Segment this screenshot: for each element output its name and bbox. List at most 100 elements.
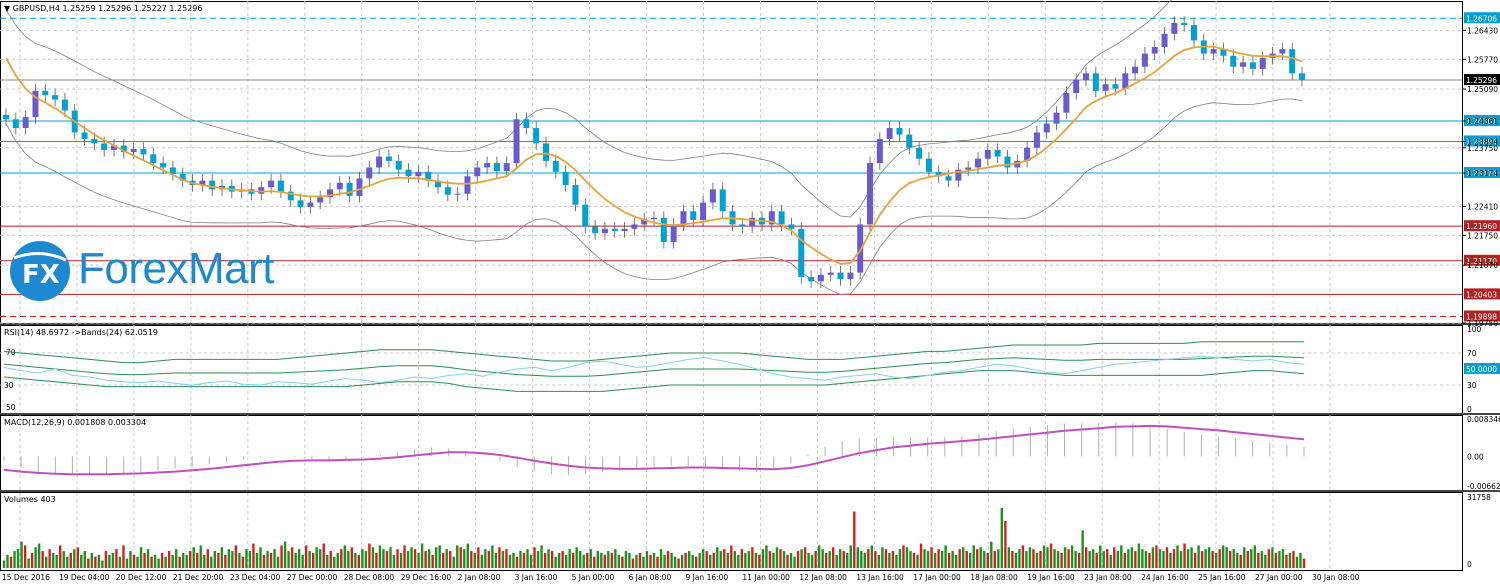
candle-body	[955, 169, 962, 181]
volume-bar	[136, 556, 139, 568]
rsi-left-tick: 50	[6, 403, 16, 412]
volume-bar	[231, 551, 234, 568]
price-level-tag	[1464, 166, 1500, 178]
volume-bar	[1207, 547, 1211, 568]
volume-bar	[540, 545, 543, 568]
candle-body	[886, 128, 893, 139]
price-tick-label: 1.25090	[1467, 85, 1498, 94]
candle-body	[91, 139, 98, 144]
rsi-band-upper	[3, 341, 1304, 364]
volume-bar	[593, 556, 596, 568]
candle-body	[690, 211, 697, 221]
volume-bar	[101, 560, 104, 568]
volume-bar	[860, 551, 863, 568]
volume-bar	[1183, 543, 1186, 568]
volume-bar	[1116, 551, 1119, 568]
volume-bar	[164, 556, 167, 568]
volume-bar	[434, 547, 438, 568]
volume-bar	[1172, 549, 1176, 568]
candle-body	[1151, 47, 1158, 54]
x-tick-label: 24 Jan 16:00	[1141, 573, 1189, 582]
volume-bar	[410, 547, 413, 568]
candle-body	[1014, 160, 1021, 168]
volume-bar	[308, 551, 311, 568]
volume-bar	[687, 551, 691, 568]
volume-bar	[452, 556, 455, 568]
candle-body	[1210, 49, 1217, 54]
volume-bar	[673, 556, 677, 568]
candle-body	[1043, 123, 1050, 133]
rsi-title: RSI(14) 48.6972 ->Bands(24) 62.0519	[4, 328, 158, 337]
volume-bar	[1018, 549, 1021, 568]
volume-bar	[1225, 547, 1228, 568]
volume-bar	[350, 547, 354, 568]
volume-bar	[656, 556, 659, 568]
macd-tick-label: -0.006625	[1467, 482, 1500, 491]
volume-bar	[1285, 554, 1288, 568]
volume-bar	[1109, 554, 1112, 568]
volume-bar	[245, 549, 248, 568]
x-tick-label: 23 Dec 04:00	[230, 573, 281, 582]
volume-bar	[252, 543, 255, 568]
volume-bar	[234, 545, 238, 568]
volume-bar	[361, 549, 364, 568]
volume-bar	[498, 547, 501, 568]
volume-bar	[1281, 549, 1285, 568]
volume-bar	[1042, 545, 1046, 568]
volume-bar	[364, 551, 368, 568]
price-level-label: 1.19898	[1466, 313, 1497, 322]
volume-bar	[392, 554, 396, 568]
macd-title: MACD(12,26,9) 0.001808 0.003304	[4, 418, 146, 427]
volume-bar	[986, 552, 989, 568]
candle-body	[749, 217, 756, 227]
candle-body	[798, 228, 805, 277]
candle-body	[493, 163, 500, 171]
price-tick-label: 1.24361	[1467, 117, 1498, 126]
volume-bar	[1151, 547, 1155, 568]
volume-bar	[881, 547, 884, 568]
volume-bar	[1141, 549, 1144, 568]
candle-body	[1112, 84, 1119, 89]
volume-bar	[160, 552, 164, 568]
volume-bar	[1130, 547, 1134, 568]
volume-bar	[1028, 547, 1032, 568]
macd-tick-label: 0.00	[1467, 452, 1484, 461]
candle-body	[817, 274, 824, 282]
volume-bar	[607, 551, 610, 568]
volume-bar	[262, 554, 266, 568]
candle-body	[543, 143, 549, 161]
volume-bar	[768, 551, 772, 568]
volume-bar	[1257, 552, 1260, 568]
chart-menu-arrow-icon[interactable]: ▼	[4, 4, 11, 13]
volume-bar	[406, 551, 410, 568]
volume-bar	[835, 554, 838, 568]
candle-body	[385, 156, 392, 161]
x-tick-label: 20 Dec 12:00	[116, 573, 167, 582]
volume-bar	[649, 554, 652, 568]
volume-bar	[371, 547, 375, 568]
volume-bar	[266, 551, 269, 568]
volume-bar	[44, 556, 48, 568]
volume-bar	[241, 556, 245, 568]
volume-bar	[733, 551, 737, 568]
volume-bar	[1070, 545, 1074, 568]
volume-bar	[196, 552, 199, 568]
volume-bar	[694, 556, 698, 568]
volume-bar	[564, 554, 568, 568]
volume-bar	[1148, 552, 1151, 568]
volume-bar	[466, 543, 469, 568]
volume-bar	[122, 545, 125, 568]
x-tick-label: 2 Jan 08:00	[458, 573, 501, 582]
volume-bar	[1088, 551, 1091, 568]
macd-tick-label: 0.008346	[1467, 415, 1500, 424]
volume-bar	[624, 551, 628, 568]
candle-body	[346, 182, 353, 196]
volume-bar	[954, 554, 958, 568]
price-tick-label: 1.21070	[1467, 261, 1498, 270]
x-tick-label: 29 Dec 16:00	[401, 573, 452, 582]
volume-bar	[831, 547, 835, 568]
volume-bar	[1200, 551, 1204, 568]
x-tick-label: 27 Dec 00:00	[287, 573, 338, 582]
volume-bar	[603, 554, 607, 568]
